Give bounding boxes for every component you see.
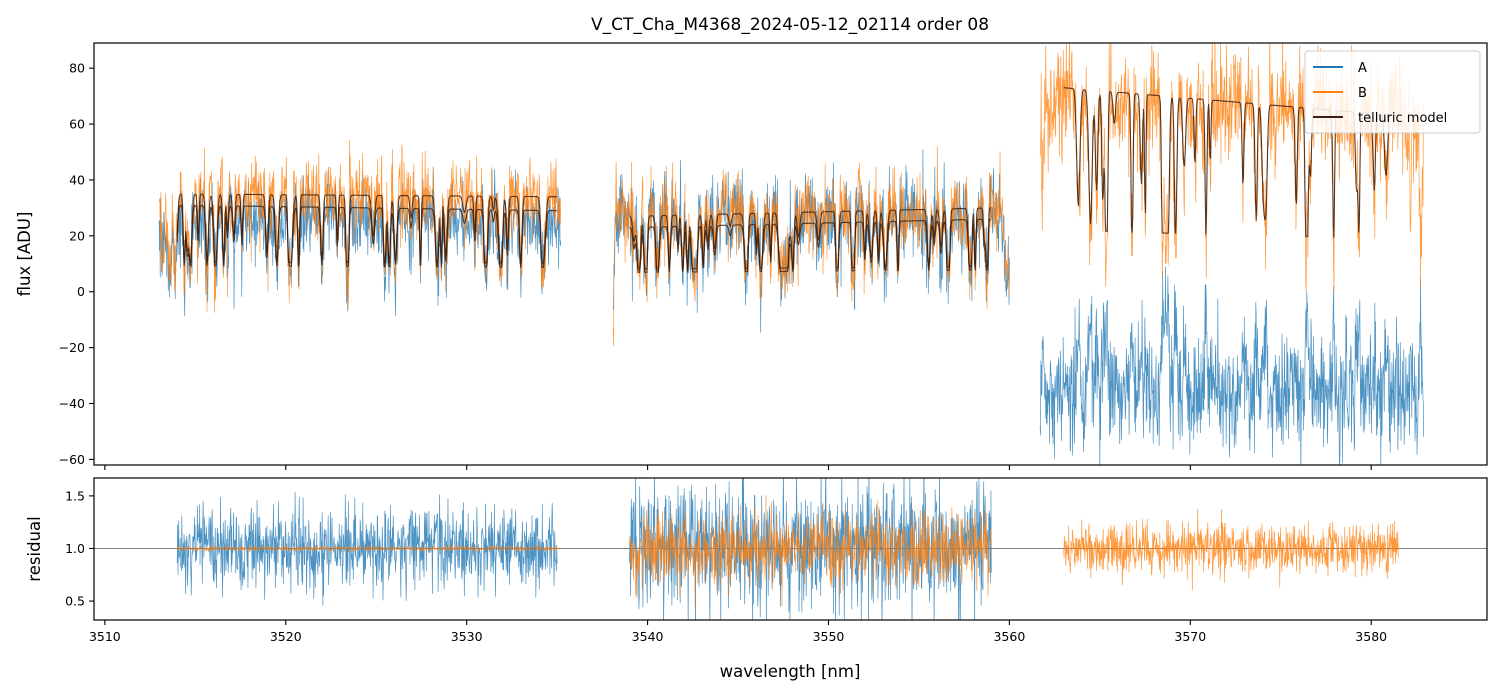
- flux-ytick-label: 80: [69, 61, 85, 76]
- flux-axes-frame: [93, 42, 1488, 466]
- legend-label-a: A: [1358, 61, 1367, 76]
- legend-box: [1304, 50, 1481, 134]
- flux-series-telluric-model-segment-3: [629, 218, 992, 273]
- residual-ytick-label: 1.5: [65, 488, 85, 503]
- flux-panel: −60 −40 −20 0 20 40 60 80 flux [ADU]: [15, 42, 1488, 470]
- legend-label-b: B: [1358, 86, 1367, 101]
- residual-axes-frame: [93, 477, 1488, 621]
- residual-xtick-label: 3550: [813, 629, 845, 644]
- residual-series-b-segment-2: [1063, 508, 1399, 591]
- residual-xtick-label: 3520: [270, 629, 302, 644]
- chart-title: V_CT_Cha_M4368_2024-05-12_02114 order 08: [591, 15, 989, 35]
- flux-series-group: [158, 43, 1425, 465]
- flux-ytick-label: 40: [69, 172, 85, 187]
- x-axis-label: wavelength [nm]: [720, 662, 861, 681]
- flux-series-telluric-model-segment-0: [176, 193, 558, 264]
- residual-series-a-segment-0: [176, 492, 558, 606]
- residual-series-b-segment-1: [629, 495, 992, 607]
- flux-series-telluric-model-segment-2: [629, 207, 992, 270]
- residual-ytick-label: 1.0: [65, 541, 85, 556]
- flux-series-telluric-model-segment-1: [176, 204, 558, 268]
- legend: A B telluric model: [1304, 50, 1481, 134]
- residual-panel: 0.5 1.0 1.5 3510 3520 3530 3540 3550 3560 3570 358…: [25, 477, 1488, 644]
- residual-xtick-label: 3560: [993, 629, 1025, 644]
- residual-y-axis-label: residual: [25, 516, 44, 581]
- residual-axes: 0.5 1.0 1.5 3510 3520 3530 3540 3550 3560 3570 358…: [65, 488, 1387, 644]
- residual-xtick-label: 3530: [451, 629, 483, 644]
- flux-axes: −60 −40 −20 0 20 40 60 80: [59, 61, 1372, 470]
- residual-series-group: [94, 478, 1487, 620]
- flux-ytick-label: −40: [59, 396, 85, 411]
- flux-ytick-label: −60: [59, 452, 85, 467]
- residual-xtick-label: 3570: [1174, 629, 1206, 644]
- residual-ytick-label: 0.5: [65, 594, 85, 609]
- flux-series-a-segment-2: [1039, 266, 1425, 465]
- legend-label-telluric: telluric model: [1358, 111, 1447, 126]
- flux-ytick-label: 60: [69, 117, 85, 132]
- residual-series-b-segment-0: [176, 543, 558, 553]
- flux-ytick-label: −20: [59, 340, 85, 355]
- residual-xtick-label: 3540: [632, 629, 664, 644]
- flux-y-axis-label: flux [ADU]: [15, 212, 34, 297]
- flux-ytick-label: 0: [77, 284, 85, 299]
- residual-xtick-label: 3510: [89, 629, 121, 644]
- flux-ytick-label: 20: [69, 228, 85, 243]
- residual-xtick-label: 3580: [1355, 629, 1387, 644]
